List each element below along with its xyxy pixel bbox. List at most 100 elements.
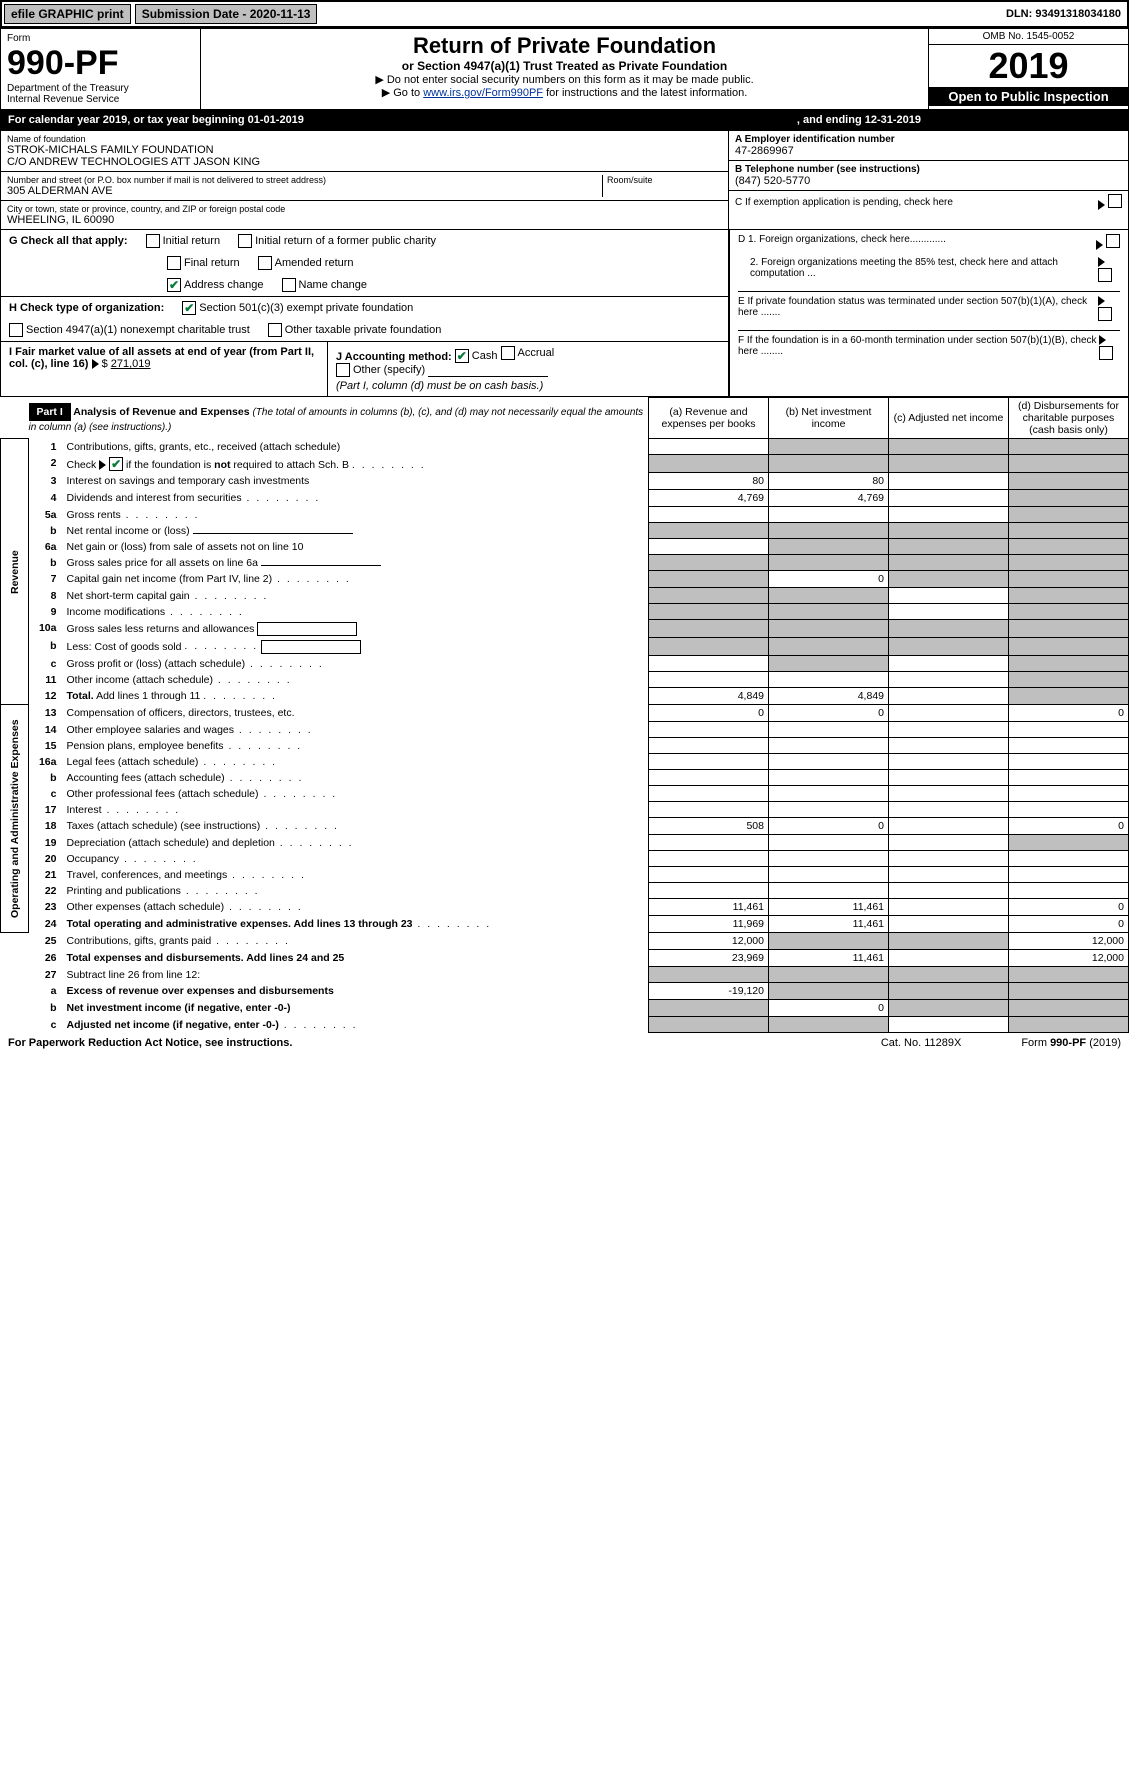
address-checkbox[interactable]: ✔ [167, 278, 181, 292]
table-row: bNet rental income or (loss) [1, 523, 1129, 539]
row-desc: Legal fees (attach schedule) [67, 756, 199, 768]
top-bar: efile GRAPHIC print Submission Date - 20… [0, 0, 1129, 28]
row-desc: Net gain or (loss) from sale of assets n… [63, 539, 649, 555]
row-num: 26 [29, 950, 63, 967]
f-label: F If the foundation is in a 60-month ter… [738, 335, 1099, 357]
row-desc: Subtract line 26 from line 12: [63, 967, 649, 983]
row-desc: Pension plans, employee benefits [67, 740, 224, 752]
d1-checkbox[interactable] [1106, 234, 1120, 248]
table-row: 21Travel, conferences, and meetings [1, 867, 1129, 883]
other-label: Other (specify) [353, 364, 425, 376]
table-row: bGross sales price for all assets on lin… [1, 555, 1129, 571]
col-a-header: (a) Revenue and expenses per books [649, 398, 769, 439]
row-desc: Interest [67, 804, 102, 816]
f-checkbox[interactable] [1099, 346, 1113, 360]
other-checkbox[interactable] [336, 363, 350, 377]
efile-btn[interactable]: efile GRAPHIC print [4, 4, 131, 24]
ein-val: 47-2869967 [735, 145, 1122, 157]
row-num: 21 [29, 867, 63, 883]
row-num: 25 [29, 933, 63, 950]
d2-checkbox[interactable] [1098, 268, 1112, 282]
row-desc: Total expenses and disbursements. Add li… [67, 952, 345, 964]
irs-link[interactable]: www.irs.gov/Form990PF [423, 87, 543, 99]
table-row: Revenue 1Contributions, gifts, grants, e… [1, 439, 1129, 455]
row-desc: Check ✔ if the foundation is not require… [63, 455, 649, 473]
accrual-checkbox[interactable] [501, 346, 515, 360]
cell-val: 11,969 [649, 916, 769, 933]
cash-checkbox[interactable]: ✔ [455, 349, 469, 363]
cal-end: , and ending 12-31-2019 [797, 114, 921, 126]
row-num: b [29, 638, 63, 656]
d2-label: 2. Foreign organizations meeting the 85%… [738, 257, 1098, 279]
ein-label: A Employer identification number [735, 134, 1122, 145]
row-desc: Contributions, gifts, grants, etc., rece… [63, 439, 649, 455]
row-desc: Other employee salaries and wages [67, 724, 235, 736]
amended-checkbox[interactable] [258, 256, 272, 270]
row-desc: Other professional fees (attach schedule… [67, 788, 259, 800]
table-row: 12Total. Add lines 1 through 11 4,8494,8… [1, 688, 1129, 705]
c-checkbox[interactable] [1108, 194, 1122, 208]
h2-checkbox[interactable] [9, 323, 23, 337]
initial-checkbox[interactable] [146, 234, 160, 248]
cell-val: 80 [649, 473, 769, 490]
info-section: Name of foundation STROK-MICHALS FAMILY … [0, 130, 1129, 230]
foundation-name2: C/O ANDREW TECHNOLOGIES ATT JASON KING [7, 156, 722, 168]
table-row: 26 Total expenses and disbursements. Add … [1, 950, 1129, 967]
h3-checkbox[interactable] [268, 323, 282, 337]
h1-checkbox[interactable]: ✔ [182, 301, 196, 315]
cell-val: 11,461 [769, 950, 889, 967]
g-checks: G Check all that apply: Initial return I… [0, 230, 729, 297]
arrow-icon [1096, 240, 1103, 250]
form-number: 990-PF [7, 44, 194, 83]
row-desc: Taxes (attach schedule) (see instruction… [67, 820, 261, 832]
cell-val: 4,849 [649, 688, 769, 705]
row-num: 12 [29, 688, 63, 705]
schb-checkbox[interactable]: ✔ [109, 457, 123, 471]
cell-val: 0 [769, 705, 889, 722]
row-num: b [29, 1000, 63, 1017]
g-label: G Check all that apply: [9, 235, 128, 247]
initial-former-checkbox[interactable] [238, 234, 252, 248]
table-row: 4Dividends and interest from securities4… [1, 490, 1129, 507]
expense-section-label: Operating and Administrative Expenses [1, 705, 29, 933]
row-desc: Accounting fees (attach schedule) [67, 772, 225, 784]
row-desc: Contributions, gifts, grants paid [67, 935, 212, 947]
cell-val: 0 [769, 818, 889, 835]
final-checkbox[interactable] [167, 256, 181, 270]
table-row: 2Check ✔ if the foundation is not requir… [1, 455, 1129, 473]
page-footer: For Paperwork Reduction Act Notice, see … [0, 1033, 1129, 1053]
row-num: c [29, 656, 63, 672]
h3-label: Other taxable private foundation [285, 324, 442, 336]
row-num: 15 [29, 738, 63, 754]
initial-label: Initial return [163, 235, 220, 247]
revenue-section-label: Revenue [1, 439, 29, 705]
i-label: I Fair market value of all assets at end… [9, 346, 314, 370]
row-num: 5a [29, 507, 63, 523]
cell-val: 0 [1009, 916, 1129, 933]
row-num: 4 [29, 490, 63, 507]
tax-year: 2019 [929, 45, 1128, 87]
cell-val: 11,461 [769, 916, 889, 933]
e-checkbox[interactable] [1098, 307, 1112, 321]
row-num: 14 [29, 722, 63, 738]
submission-btn[interactable]: Submission Date - 2020-11-13 [135, 4, 318, 24]
table-row: aExcess of revenue over expenses and dis… [1, 983, 1129, 1000]
row-desc: Gross profit or (loss) (attach schedule) [67, 658, 246, 670]
c-label: C If exemption application is pending, c… [735, 197, 953, 208]
cell-val: 23,969 [649, 950, 769, 967]
row-num: c [29, 1017, 63, 1033]
row-desc: Adjusted net income (if negative, enter … [67, 1019, 279, 1031]
omb-number: OMB No. 1545-0052 [929, 29, 1128, 45]
table-row: 19Depreciation (attach schedule) and dep… [1, 835, 1129, 851]
table-row: 18Taxes (attach schedule) (see instructi… [1, 818, 1129, 835]
arrow-icon [1098, 296, 1105, 306]
row-num: 6a [29, 539, 63, 555]
note2-post: for instructions and the latest informat… [543, 87, 747, 99]
row-num: 1 [29, 439, 63, 455]
cell-val: 12,000 [1009, 950, 1129, 967]
note-link: ▶ Go to www.irs.gov/Form990PF for instru… [207, 86, 922, 99]
cell-val: 0 [1009, 705, 1129, 722]
row-desc: Net short-term capital gain [67, 590, 190, 602]
cell-val: 0 [649, 705, 769, 722]
name-checkbox[interactable] [282, 278, 296, 292]
